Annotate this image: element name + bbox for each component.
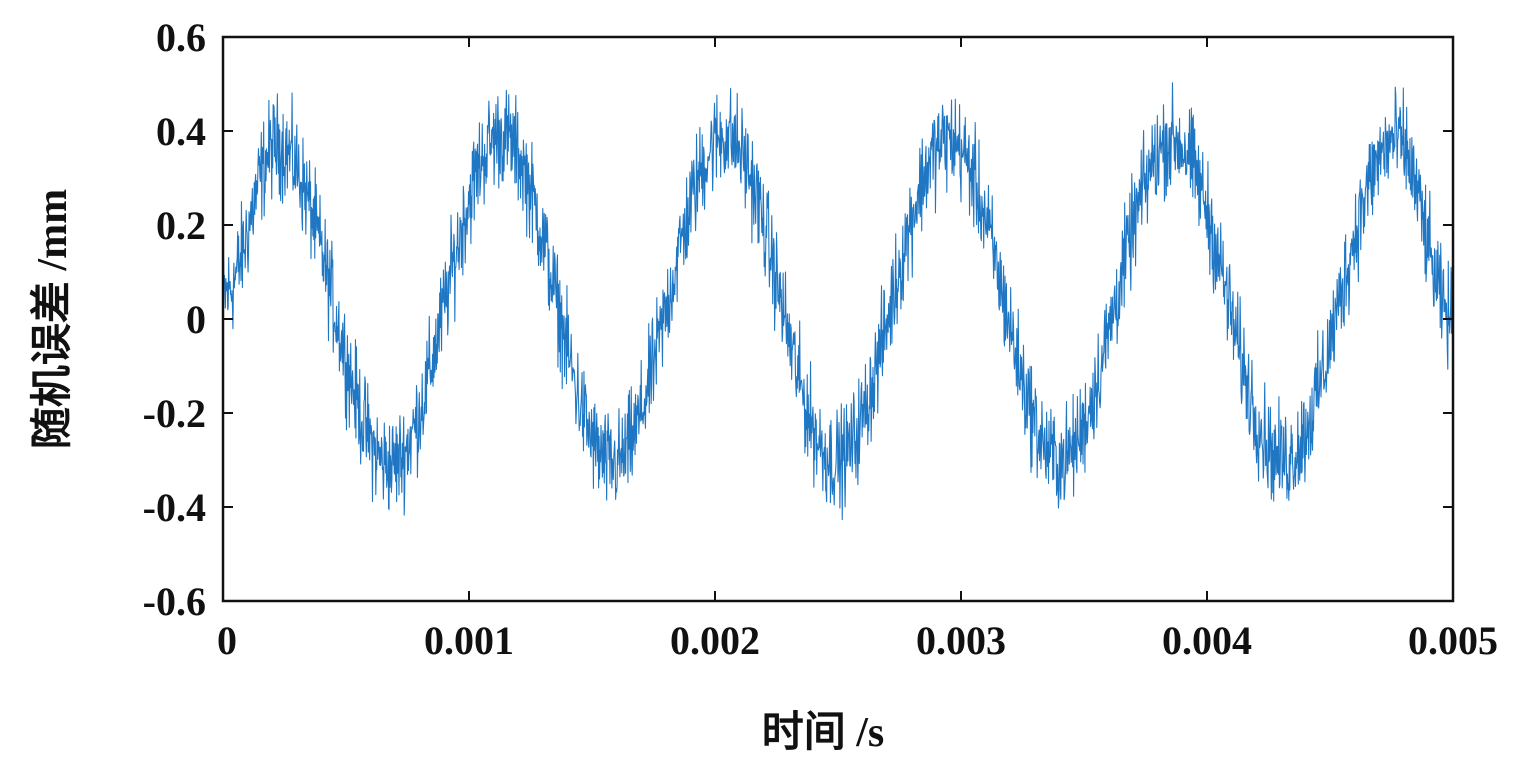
y-axis-title: 随机误差 /mm [29,189,76,449]
y-tick-label: 0.4 [156,109,206,154]
y-tick-label: -0.2 [143,391,206,436]
x-tick-label: 0.004 [1162,618,1252,663]
x-tick-label: 0.003 [916,618,1006,663]
y-tick-label: -0.6 [143,579,206,624]
y-tick-label: -0.4 [143,485,206,530]
series-layer [222,82,1454,521]
x-tick-label: 0.005 [1408,618,1498,663]
y-tick-label: 0.2 [156,203,206,248]
x-tick-label: 0.001 [424,618,514,663]
x-tick-label: 0 [217,618,237,663]
ticks-layer: 0 0.001 0.002 0.003 0.004 0.005 -0.6 -0.4 -0.2 0 0… [143,15,1498,663]
x-axis-title: 时间 /s [762,709,885,756]
y-tick-label: 0.6 [156,15,206,60]
y-tick-label: 0 [186,297,206,342]
x-tick-label: 0.002 [670,618,760,663]
series-line [222,82,1454,521]
plot-frame [221,35,1455,603]
